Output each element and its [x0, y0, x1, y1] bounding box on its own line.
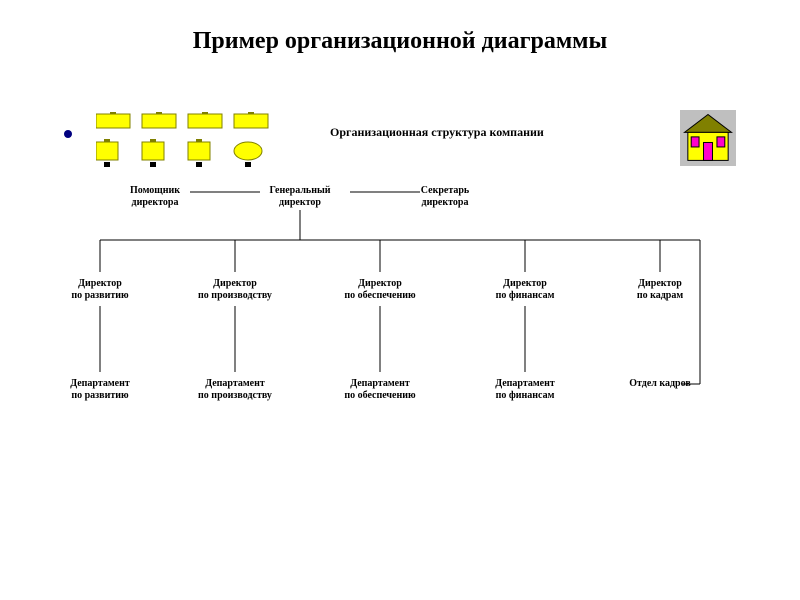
node-director: Директор по кадрам [600, 278, 720, 301]
node-department: Департамент по развитию [40, 378, 160, 401]
node-label: директора [95, 197, 215, 209]
smartart-shape-palette [96, 112, 286, 176]
node-department: Департамент по финансам [465, 378, 585, 401]
slide-title: Пример организационной диаграммы [0, 28, 800, 55]
node-secretary: Секретарь директора [385, 185, 505, 208]
node-label: Департамент [40, 378, 160, 390]
node-director: Директор по развитию [40, 278, 160, 301]
node-label: по обеспечению [320, 290, 440, 302]
org-subtitle: Организационная структура компании [330, 125, 544, 140]
node-label: Директор [40, 278, 160, 290]
node-label: по финансам [465, 290, 585, 302]
node-assistant: Помощник директора [95, 185, 215, 208]
node-label: директор [240, 197, 360, 209]
node-department: Департамент по обеспечению [320, 378, 440, 401]
node-label: по производству [175, 390, 295, 402]
node-label: по развитию [40, 290, 160, 302]
bullet-marker [64, 130, 72, 138]
node-label: Директор [465, 278, 585, 290]
node-department: Департамент по производству [175, 378, 295, 401]
node-director: Директор по обеспечению [320, 278, 440, 301]
node-label: Департамент [175, 378, 295, 390]
node-label: Директор [600, 278, 720, 290]
node-director: Директор по производству [175, 278, 295, 301]
node-label: по развитию [40, 390, 160, 402]
node-label: Помощник [95, 185, 215, 197]
node-label: Директор [320, 278, 440, 290]
node-label: по кадрам [600, 290, 720, 302]
node-label: Департамент [320, 378, 440, 390]
house-icon [680, 110, 736, 171]
node-label: Секретарь [385, 185, 505, 197]
slide: Пример организационной диаграммы Организ… [0, 0, 800, 600]
node-label: Отдел кадров [600, 378, 720, 390]
node-label: по обеспечению [320, 390, 440, 402]
node-ceo: Генеральный директор [240, 185, 360, 208]
node-department: Отдел кадров [600, 378, 720, 390]
node-label: Директор [175, 278, 295, 290]
node-label: Департамент [465, 378, 585, 390]
node-director: Директор по финансам [465, 278, 585, 301]
node-label: по финансам [465, 390, 585, 402]
node-label: директора [385, 197, 505, 209]
node-label: по производству [175, 290, 295, 302]
node-label: Генеральный [240, 185, 360, 197]
